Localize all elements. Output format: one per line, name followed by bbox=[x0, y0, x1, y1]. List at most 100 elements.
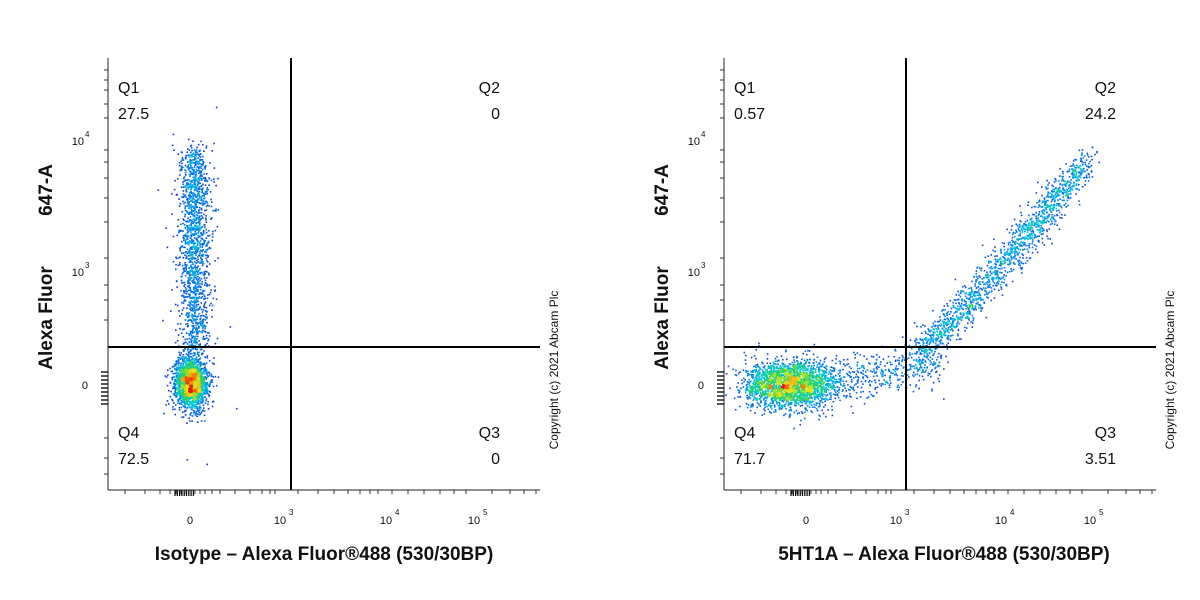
event-dot bbox=[183, 390, 186, 393]
event-dot bbox=[211, 381, 214, 383]
event-dot bbox=[200, 286, 202, 288]
event-dot bbox=[801, 401, 803, 404]
event-dot bbox=[193, 314, 195, 317]
event-dot bbox=[203, 193, 206, 195]
event-dot bbox=[179, 379, 181, 381]
event-dot bbox=[192, 375, 195, 378]
event-dot bbox=[193, 219, 196, 222]
event-dot bbox=[199, 323, 202, 325]
event-dot bbox=[195, 204, 197, 206]
event-dot bbox=[787, 378, 790, 381]
event-dot bbox=[214, 342, 217, 345]
event-dot bbox=[216, 225, 219, 228]
event-dot bbox=[774, 408, 777, 411]
event-dot bbox=[188, 201, 191, 203]
event-dot bbox=[197, 198, 200, 200]
event-dot bbox=[197, 375, 200, 378]
event-dot bbox=[188, 355, 190, 358]
event-dot bbox=[199, 252, 201, 255]
event-dot bbox=[766, 362, 768, 365]
event-dot bbox=[236, 407, 238, 410]
event-dot bbox=[183, 246, 185, 249]
event-dot bbox=[209, 382, 212, 385]
event-dot bbox=[195, 392, 198, 395]
event-dot bbox=[764, 401, 766, 404]
event-dot bbox=[190, 330, 193, 333]
event-dot bbox=[191, 408, 193, 411]
event-dot bbox=[199, 215, 201, 217]
event-dot bbox=[197, 181, 199, 183]
event-dot bbox=[799, 370, 802, 373]
event-dot bbox=[192, 227, 194, 230]
event-dot bbox=[811, 383, 814, 385]
event-dot bbox=[202, 261, 204, 263]
event-dot bbox=[192, 405, 195, 407]
event-dot bbox=[189, 277, 192, 279]
event-dot bbox=[173, 383, 175, 385]
event-dot bbox=[208, 184, 210, 186]
event-dot bbox=[838, 387, 841, 389]
event-dot bbox=[197, 286, 199, 289]
event-dot bbox=[198, 181, 200, 183]
event-dot bbox=[196, 228, 199, 230]
event-dot bbox=[198, 211, 201, 214]
event-dot bbox=[213, 181, 215, 183]
event-dot bbox=[185, 380, 187, 383]
event-dot bbox=[809, 395, 811, 398]
event-dot bbox=[173, 386, 175, 388]
event-dot bbox=[193, 228, 196, 231]
event-dot bbox=[186, 366, 188, 369]
event-dot bbox=[175, 256, 177, 259]
event-dot bbox=[178, 162, 181, 164]
event-dot bbox=[190, 246, 192, 249]
event-dot bbox=[751, 374, 753, 377]
event-dot bbox=[185, 401, 188, 404]
event-dot bbox=[191, 366, 194, 369]
event-dot bbox=[195, 376, 197, 378]
event-dot bbox=[204, 389, 206, 392]
event-dot bbox=[187, 272, 190, 275]
event-dot bbox=[758, 378, 760, 381]
event-dot bbox=[188, 229, 191, 232]
event-dot bbox=[183, 285, 185, 287]
event-dot bbox=[201, 188, 204, 191]
event-dot bbox=[787, 404, 790, 407]
event-dot bbox=[186, 186, 188, 189]
event-dot bbox=[184, 262, 186, 264]
event-dot bbox=[190, 274, 192, 276]
event-dot bbox=[177, 392, 180, 395]
event-dot bbox=[205, 228, 207, 231]
event-dot bbox=[185, 378, 188, 381]
event-dot bbox=[186, 375, 189, 378]
event-dot bbox=[177, 334, 180, 336]
event-dot bbox=[214, 260, 216, 262]
event-dot bbox=[802, 384, 804, 387]
event-dot bbox=[767, 365, 770, 367]
event-dot bbox=[738, 392, 740, 394]
event-dot bbox=[198, 206, 201, 209]
event-dot bbox=[193, 327, 196, 329]
event-dot bbox=[201, 398, 204, 401]
event-dot bbox=[825, 415, 827, 418]
event-dot bbox=[203, 407, 205, 409]
event-dot bbox=[180, 151, 183, 153]
event-dot bbox=[774, 357, 777, 360]
event-dot bbox=[190, 319, 192, 322]
event-dot bbox=[190, 277, 193, 279]
event-dot bbox=[195, 328, 197, 330]
event-dots bbox=[725, 146, 1100, 430]
event-dot bbox=[184, 368, 187, 370]
event-dot bbox=[190, 334, 193, 337]
event-dot bbox=[193, 299, 196, 301]
event-dot bbox=[176, 340, 179, 342]
event-dot bbox=[183, 397, 186, 399]
event-dot bbox=[179, 395, 181, 397]
event-dot bbox=[798, 374, 800, 377]
event-dot bbox=[188, 267, 190, 269]
event-dot bbox=[200, 383, 203, 385]
event-dot bbox=[189, 183, 191, 186]
event-dot bbox=[188, 403, 190, 405]
event-dot bbox=[793, 404, 796, 407]
event-dot bbox=[191, 321, 193, 323]
event-dot bbox=[189, 339, 192, 341]
